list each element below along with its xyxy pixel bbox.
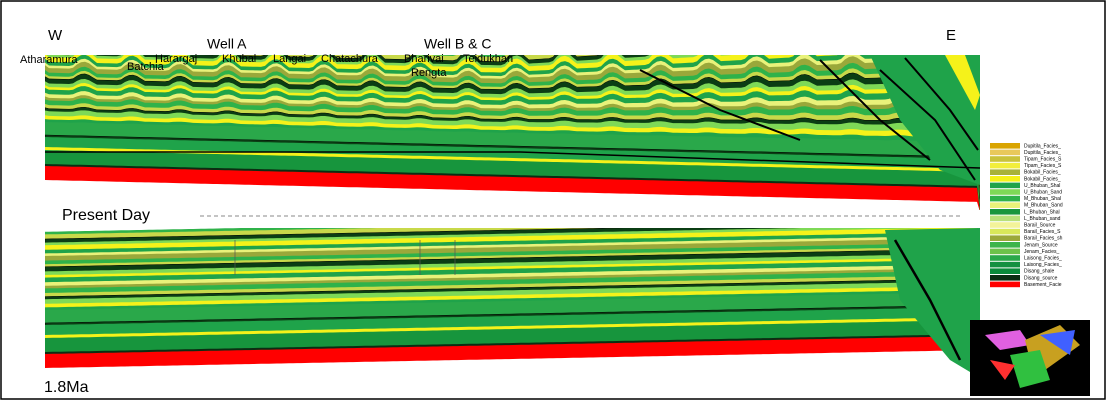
legend-label: Bokabil_Facies_ bbox=[1024, 170, 1061, 176]
legend-swatch bbox=[990, 275, 1020, 281]
legend-label: Basement_Facie bbox=[1024, 282, 1062, 288]
location-label: Chatachura bbox=[321, 53, 379, 65]
legend-label: Tipam_Facies_S bbox=[1024, 157, 1062, 163]
location-label: Rengta bbox=[411, 67, 447, 79]
legend-swatch bbox=[990, 229, 1020, 235]
legend-label: L_Bhuban_sand bbox=[1024, 216, 1061, 222]
legend-label: Barail_Facies_S bbox=[1024, 229, 1061, 235]
legend-swatch bbox=[990, 216, 1020, 222]
legend-swatch bbox=[990, 150, 1020, 156]
inset-map bbox=[970, 320, 1090, 396]
legend-swatch bbox=[990, 255, 1020, 261]
legend-label: Jenam_Source bbox=[1024, 242, 1058, 248]
east-label: E bbox=[946, 27, 956, 44]
legend-swatch bbox=[990, 183, 1020, 189]
legend-swatch bbox=[990, 163, 1020, 169]
panel-label: 1.8Ma bbox=[44, 379, 89, 396]
well-label: Well B & C bbox=[424, 36, 491, 52]
well-label: Well A bbox=[207, 36, 247, 52]
legend-label: U_Bhuban_Sand bbox=[1024, 190, 1062, 196]
legend-label: Barail_Facies_sh bbox=[1024, 236, 1063, 242]
legend-label: Bokabil_Facies_ bbox=[1024, 176, 1061, 182]
legend-label: L_Bhuban_Shal bbox=[1024, 209, 1060, 215]
section-past bbox=[45, 214, 980, 380]
location-label: Bharivai bbox=[404, 53, 444, 65]
location-label: Teidukhan bbox=[463, 53, 513, 65]
west-label: W bbox=[48, 27, 63, 44]
legend-swatch bbox=[990, 209, 1020, 215]
panel-label: Present Day bbox=[62, 207, 150, 224]
legend-swatch bbox=[990, 202, 1020, 208]
legend-label: M_Bhuban_Shal bbox=[1024, 196, 1061, 202]
figure: W E Well A Well B & C Atharamura Batchia… bbox=[0, 0, 1106, 400]
legend-swatch bbox=[990, 282, 1020, 288]
legend-label: Laisong_Facies_ bbox=[1024, 262, 1062, 268]
legend-swatch bbox=[990, 143, 1020, 149]
legend-swatch bbox=[990, 242, 1020, 248]
legend-swatch bbox=[990, 189, 1020, 195]
legend-label: Disang_source bbox=[1024, 275, 1058, 281]
location-label: Harargaj bbox=[155, 53, 197, 65]
legend-label: Tipam_Facies_S bbox=[1024, 163, 1062, 169]
legend-swatch bbox=[990, 235, 1020, 241]
legend-label: Dupitila_Facies_ bbox=[1024, 150, 1061, 156]
legend-label: Disang_shale bbox=[1024, 269, 1055, 275]
location-label: Langai bbox=[273, 53, 306, 65]
legend-swatch bbox=[990, 156, 1020, 162]
legend-label: Dupitila_Facies_ bbox=[1024, 143, 1061, 149]
legend-swatch bbox=[990, 262, 1020, 268]
location-label: Atharamura bbox=[20, 54, 78, 66]
legend-swatch bbox=[990, 169, 1020, 175]
location-label: Khubal bbox=[222, 53, 256, 65]
legend-swatch bbox=[990, 249, 1020, 255]
legend-label: U_Bhuban_Shal bbox=[1024, 183, 1060, 189]
legend-label: Barail_Source bbox=[1024, 223, 1056, 229]
legend-swatch bbox=[990, 196, 1020, 202]
legend-label: M_Bhuban_Sand bbox=[1024, 203, 1063, 209]
legend-label: Jenam_Facies_ bbox=[1024, 249, 1060, 255]
legend-label: Laisong_Facies_ bbox=[1024, 256, 1062, 262]
legend-swatch bbox=[990, 268, 1020, 274]
legend-swatch bbox=[990, 222, 1020, 228]
legend-swatch bbox=[990, 176, 1020, 182]
